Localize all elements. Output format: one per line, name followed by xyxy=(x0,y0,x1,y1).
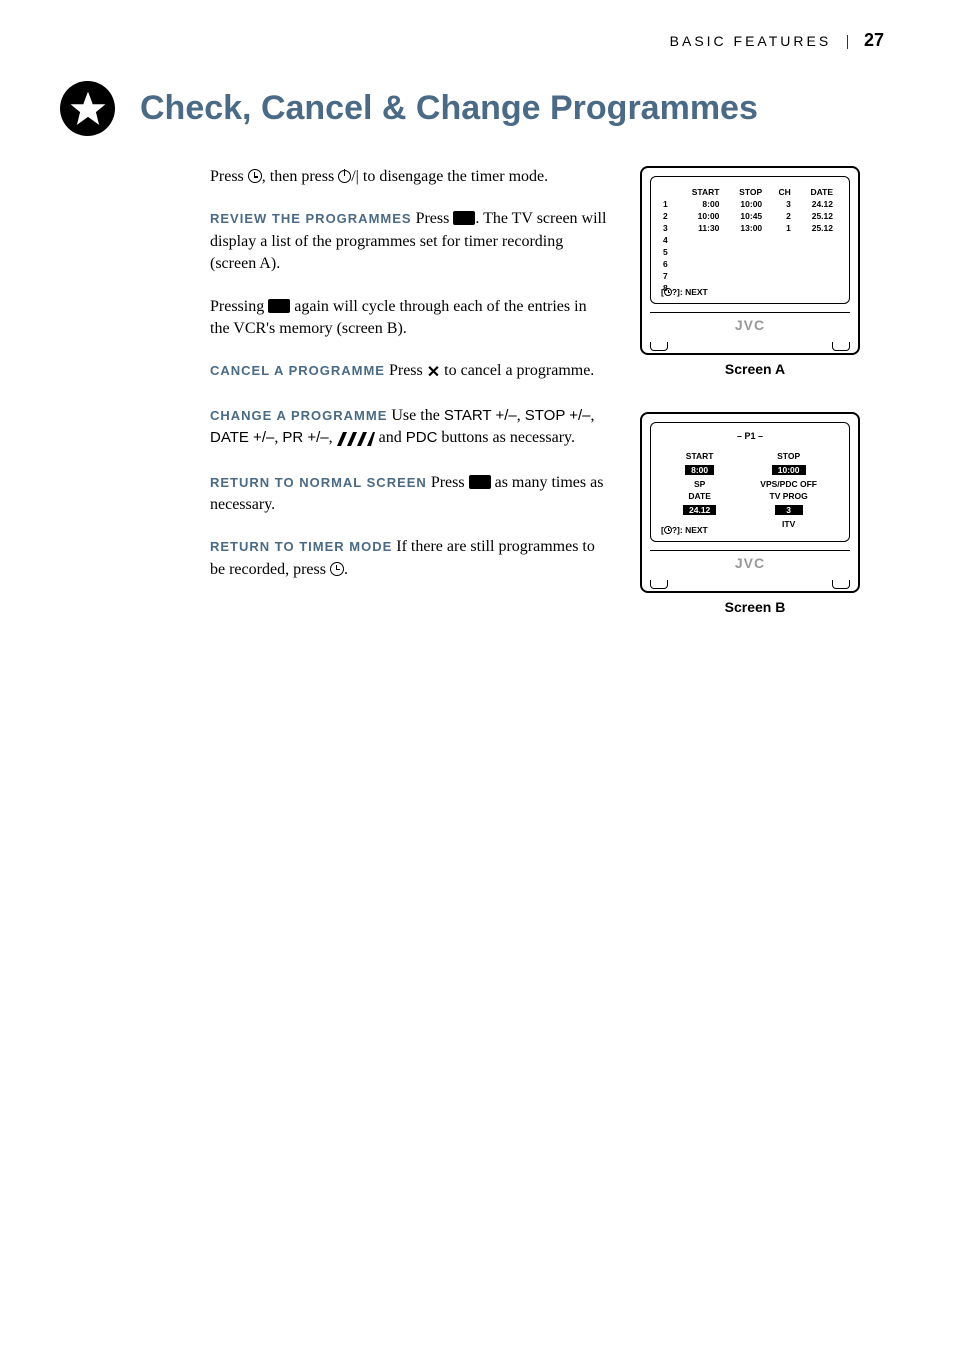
tv-brand: JVC xyxy=(650,550,850,577)
screen-a-tv: STARTSTOPCHDATE 18:0010:00324.12 210:0010… xyxy=(640,166,860,355)
table-header: CH xyxy=(768,187,795,197)
clock-icon xyxy=(664,526,672,534)
screen-b-hint: [?]: NEXT xyxy=(661,525,708,535)
return-timer-lead: RETURN TO TIMER MODE xyxy=(210,539,392,554)
screen-b-content: – P1 – START 8:00 SP DATE 24.12 STOP 10:… xyxy=(650,422,850,542)
screen-a-content: STARTSTOPCHDATE 18:0010:00324.12 210:0010… xyxy=(650,176,850,304)
header-divider xyxy=(847,35,848,49)
power-icon xyxy=(338,170,351,183)
screen-a-hint: [?]: NEXT xyxy=(661,287,708,297)
tv-stand xyxy=(642,339,858,353)
clock-icon xyxy=(664,288,672,296)
return-timer-paragraph: RETURN TO TIMER MODE If there are still … xyxy=(210,536,610,581)
screen-b-label: Screen B xyxy=(640,599,870,615)
return-normal-lead: RETURN TO NORMAL SCREEN xyxy=(210,475,427,490)
stop-icon xyxy=(453,211,475,225)
stop-icon xyxy=(268,299,290,313)
screen-b-tv: – P1 – START 8:00 SP DATE 24.12 STOP 10:… xyxy=(640,412,860,593)
screen-b-grid: START 8:00 SP DATE 24.12 STOP 10:00 VPS/… xyxy=(661,449,839,531)
cancel-paragraph: CANCEL A PROGRAMME Press ✕ to cancel a p… xyxy=(210,360,610,384)
title-row: Check, Cancel & Change Programmes xyxy=(60,81,894,136)
page-header: BASIC FEATURES 27 xyxy=(60,30,894,51)
intro-paragraph: Press , then press /| to disengage the t… xyxy=(210,166,610,188)
table-header: STOP xyxy=(725,187,766,197)
screen-b-header: – P1 – xyxy=(661,431,839,441)
table-row: 5 xyxy=(663,247,837,257)
table-row: 4 xyxy=(663,235,837,245)
table-row: 311:3013:00125.12 xyxy=(663,223,837,233)
text-column: Press , then press /| to disengage the t… xyxy=(210,166,610,650)
review-lead: REVIEW THE PROGRAMMES xyxy=(210,211,412,226)
screen-a-label: Screen A xyxy=(640,361,870,377)
change-lead: CHANGE A PROGRAMME xyxy=(210,408,387,423)
x-icon: ✕ xyxy=(427,362,440,384)
table-header xyxy=(663,187,674,197)
review-paragraph-2: Pressing again will cycle through each o… xyxy=(210,296,610,341)
screen-b-right-col: STOP 10:00 VPS/PDC OFF TV PROG 3 ITV xyxy=(760,449,817,531)
section-name: BASIC FEATURES xyxy=(670,33,832,49)
content: Press , then press /| to disengage the t… xyxy=(210,166,894,650)
clock-icon xyxy=(330,562,344,576)
star-icon xyxy=(60,81,115,136)
table-header: START xyxy=(676,187,723,197)
return-normal-paragraph: RETURN TO NORMAL SCREEN Press as many ti… xyxy=(210,472,610,517)
tv-brand: JVC xyxy=(650,312,850,339)
bars-icon xyxy=(337,429,375,451)
cancel-lead: CANCEL A PROGRAMME xyxy=(210,363,385,378)
review-paragraph: REVIEW THE PROGRAMMES Press . The TV scr… xyxy=(210,208,610,275)
stop-icon xyxy=(469,475,491,489)
clock-icon xyxy=(248,169,262,183)
change-paragraph: CHANGE A PROGRAMME Use the START +/–, ST… xyxy=(210,405,610,452)
programme-table: STARTSTOPCHDATE 18:0010:00324.12 210:0010… xyxy=(661,185,839,295)
table-row: 6 xyxy=(663,259,837,269)
table-row: 7 xyxy=(663,271,837,281)
table-header: DATE xyxy=(797,187,837,197)
table-row: 210:0010:45225.12 xyxy=(663,211,837,221)
page-number: 27 xyxy=(864,30,884,50)
screens-column: STARTSTOPCHDATE 18:0010:00324.12 210:0010… xyxy=(640,166,870,650)
table-row: 18:0010:00324.12 xyxy=(663,199,837,209)
screen-b-left-col: START 8:00 SP DATE 24.12 xyxy=(683,449,716,531)
page-title: Check, Cancel & Change Programmes xyxy=(140,89,758,128)
tv-stand xyxy=(642,577,858,591)
